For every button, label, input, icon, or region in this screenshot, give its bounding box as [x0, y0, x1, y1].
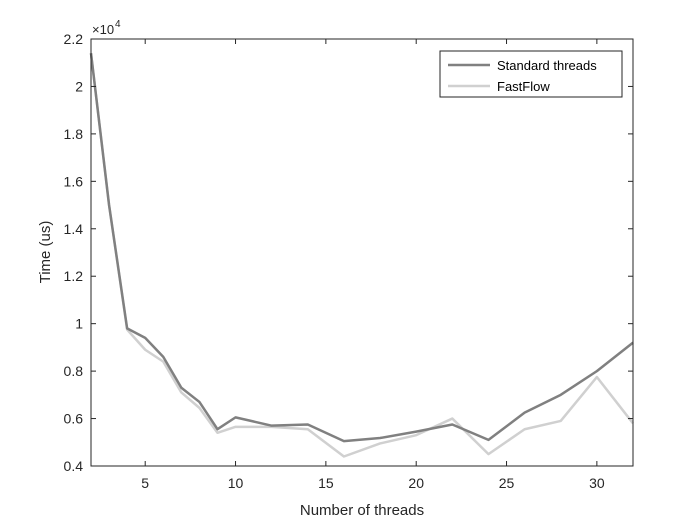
y-tick-label: 1 — [75, 316, 83, 332]
x-tick-label: 25 — [499, 475, 515, 491]
x-tick-label: 10 — [228, 475, 244, 491]
y-tick-label: 1.6 — [64, 173, 84, 189]
plot-area — [91, 39, 633, 466]
y-tick-label: 2 — [75, 78, 83, 94]
multiplier-exponent: 4 — [115, 19, 121, 30]
legend-label-fastflow: FastFlow — [497, 79, 550, 94]
y-axis-label: Time (us) — [37, 221, 54, 284]
legend-label-standard-threads: Standard threads — [497, 58, 597, 73]
y-tick-label: 1.2 — [64, 268, 84, 284]
x-axis-label: Number of threads — [300, 502, 424, 519]
y-axis-multiplier: ×10 4 — [92, 19, 121, 37]
series-lines — [89, 53, 634, 458]
y-tick-label: 1.8 — [64, 126, 84, 142]
y-tick-label: 0.4 — [64, 458, 84, 474]
x-tick-label: 30 — [589, 475, 605, 491]
y-tick-label: 0.8 — [64, 363, 84, 379]
y-tick-label: 1.4 — [64, 221, 84, 237]
series-line-standard-threads — [89, 53, 634, 443]
legend-box — [439, 50, 623, 98]
y-tick-label: 2.2 — [64, 31, 84, 47]
ticks: 5 10 15 20 25 30 0.4 0.6 0.8 1 1.2 1.4 1.6 1.8 2 2.2 — [64, 31, 633, 491]
plot-background — [91, 39, 633, 466]
axes — [90, 38, 634, 467]
axes-box — [90, 38, 634, 467]
multiplier-base: ×10 — [92, 22, 114, 37]
x-tick-label: 20 — [408, 475, 424, 491]
y-tick-label: 0.6 — [64, 411, 84, 427]
x-tick-label: 15 — [318, 475, 334, 491]
legend: Standard threads FastFlow — [439, 50, 623, 98]
x-tick-label: 5 — [141, 475, 149, 491]
series-line-fastflow — [89, 53, 634, 458]
